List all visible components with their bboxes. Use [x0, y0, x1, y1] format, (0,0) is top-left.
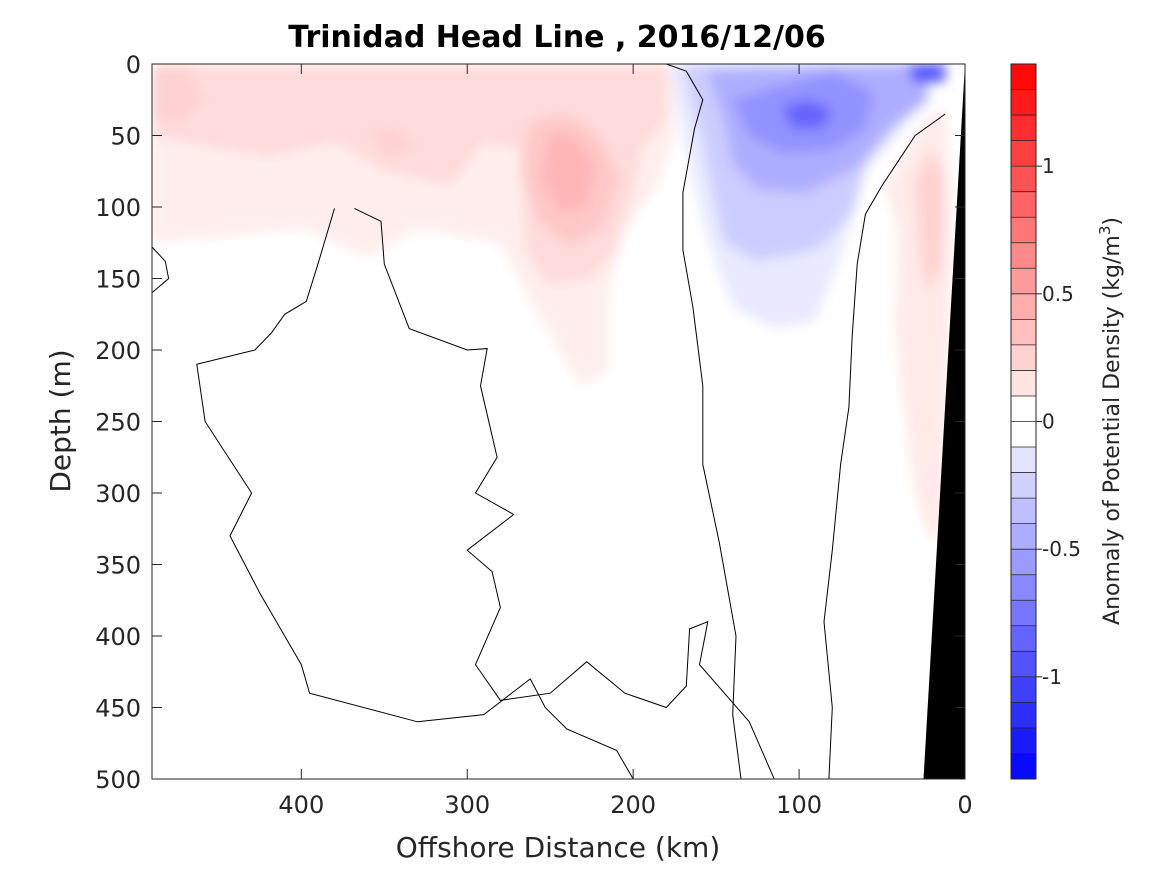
zero-contour-line: [152, 246, 170, 294]
zero-contour-line: [354, 207, 775, 779]
colorbar-swatch: [1011, 370, 1036, 397]
colorbar-swatch: [1011, 140, 1036, 167]
chart-title: Trinidad Head Line , 2016/12/06: [288, 20, 825, 55]
anomaly-region: [906, 64, 946, 84]
x-axis: 400 300 200 100 0: [278, 64, 973, 819]
y-tick-label: 350: [95, 552, 141, 580]
colorbar-swatch: [1011, 89, 1036, 116]
y-axis: 0 50 100 150 200 250 300 350 400 450 500: [95, 51, 965, 794]
anomaly-region: [915, 149, 946, 293]
anomaly-field: [152, 64, 952, 536]
colorbar-tick-label: 0: [1042, 410, 1055, 434]
x-tick-label: 300: [444, 791, 490, 819]
colorbar-swatch: [1011, 421, 1036, 448]
colorbar-tick-label: 1: [1042, 154, 1055, 178]
y-axis-label: Depth (m): [44, 349, 77, 492]
colorbar-label: Anomaly of Potential Density (kg/m3): [1096, 217, 1125, 625]
x-tick-label: 0: [957, 791, 972, 819]
colorbar-swatch: [1011, 191, 1036, 218]
y-tick-label: 50: [110, 123, 141, 151]
y-tick-label: 500: [95, 766, 141, 794]
anomaly-region: [540, 132, 597, 215]
colorbar-swatch: [1011, 574, 1036, 601]
x-tick-label: 200: [610, 791, 656, 819]
colorbar: 1 0.5 0 -0.5 -1: [1010, 63, 1081, 780]
colorbar-swatch: [1011, 523, 1036, 550]
x-tick-label: 400: [278, 791, 324, 819]
zero-contour-line: [823, 113, 946, 779]
anomaly-region: [152, 64, 206, 122]
x-tick-label: 100: [776, 791, 822, 819]
x-axis-label: Offshore Distance (km): [396, 831, 721, 864]
colorbar-swatch: [1011, 319, 1036, 346]
colorbar-swatch: [1011, 268, 1036, 295]
colorbar-swatch: [1011, 242, 1036, 269]
colorbar-swatch: [1011, 651, 1036, 678]
y-tick-label: 400: [95, 623, 141, 651]
y-tick-label: 150: [95, 266, 141, 294]
zero-contour-line: [196, 208, 634, 779]
anomaly-region: [782, 99, 833, 129]
colorbar-swatch: [1011, 64, 1036, 90]
anomaly-fill: [152, 64, 952, 536]
colorbar-swatch: [1011, 217, 1036, 244]
y-tick-label: 300: [95, 480, 141, 508]
colorbar-swatch: [1011, 727, 1036, 754]
colorbar-swatch: [1011, 166, 1036, 193]
y-tick-label: 0: [126, 51, 141, 79]
bathymetry: [923, 64, 965, 779]
colorbar-swatch: [1011, 676, 1036, 703]
y-tick-label: 100: [95, 194, 141, 222]
anomaly-region: [367, 128, 418, 157]
colorbar-swatch: [1011, 115, 1036, 142]
zero-contour-line: [666, 64, 742, 779]
colorbar-tick-label: 0.5: [1042, 282, 1074, 306]
bathymetry-layer: [923, 64, 965, 779]
anomaly-region: [152, 64, 667, 286]
colorbar-tick-label: -1: [1042, 665, 1062, 689]
colorbar-swatch: [1011, 498, 1036, 525]
colorbar-swatch: [1011, 625, 1036, 652]
y-tick-label: 200: [95, 337, 141, 365]
colorbar-swatch: [1011, 702, 1036, 729]
colorbar-swatch: [1011, 293, 1036, 320]
colorbar-swatch: [1011, 447, 1036, 473]
y-tick-label: 250: [95, 409, 141, 437]
colorbar-swatch: [1011, 753, 1036, 780]
colorbar-swatch: [1011, 472, 1036, 499]
colorbar-swatch: [1011, 395, 1036, 422]
y-tick-label: 450: [95, 695, 141, 723]
plot-area: 400 300 200 100 0 0 50 100 150 200 250 300 350 400 45…: [95, 51, 972, 819]
colorbar-swatch: [1011, 600, 1036, 627]
colorbar-swatch: [1011, 549, 1036, 576]
colorbar-tick-label: -0.5: [1042, 537, 1081, 561]
zero-contours: [152, 64, 946, 779]
colorbar-swatch: [1011, 344, 1036, 371]
